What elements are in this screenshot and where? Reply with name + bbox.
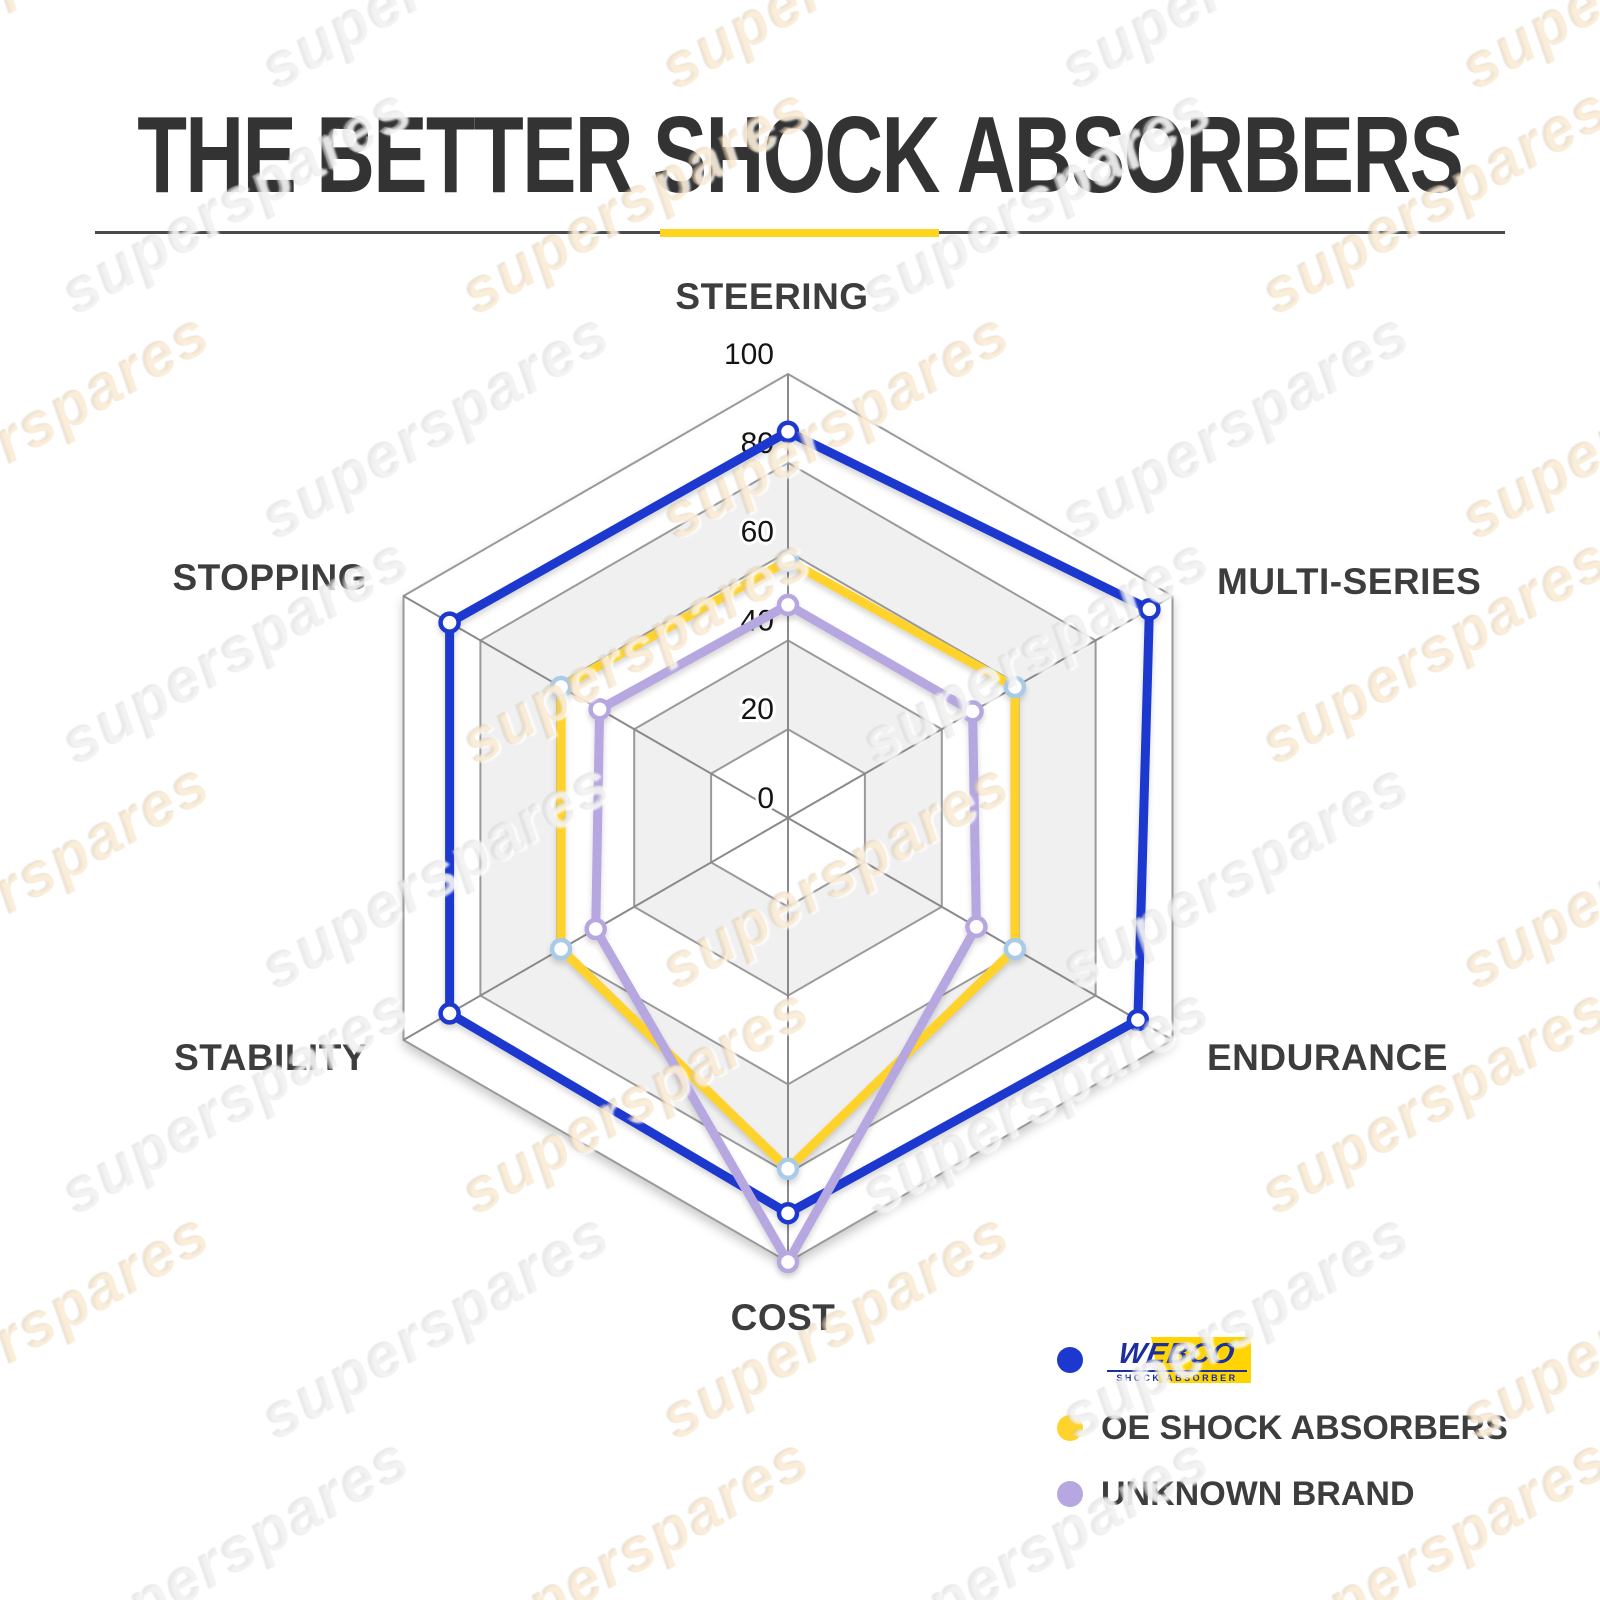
series-point-oe-shock-absorbers-steering	[776, 549, 800, 572]
tick-label-100: 100	[724, 338, 774, 371]
series-point-oe-shock-absorbers-cost	[776, 1157, 800, 1181]
webco-logo: WEBCO SHOCK ABSORBER	[1103, 1337, 1251, 1383]
series-point-webco-shock-absorber-steering	[776, 420, 800, 443]
page-title: THE BETTER SHOCK ABSORBERS	[137, 93, 1465, 216]
axis-label-stopping: STOPPING	[172, 557, 367, 598]
legend-dot-webco	[1057, 1347, 1083, 1373]
tick-label-20: 20	[741, 693, 774, 726]
tick-label-60: 60	[741, 516, 774, 549]
header: THE BETTER SHOCK ABSORBERS	[0, 98, 1600, 212]
legend-dot-unknown	[1057, 1481, 1083, 1507]
axis-label-cost: COST	[730, 1297, 836, 1338]
divider-line	[95, 228, 1505, 237]
legend-dot-oe	[1057, 1415, 1083, 1441]
webco-logo-word: WEBCO	[1115, 1338, 1238, 1370]
series-point-unknown-brand-multi-series	[961, 700, 984, 723]
legend-item-unknown: UNKNOWN BRAND	[1057, 1474, 1415, 1513]
legend-item-webco: WEBCO SHOCK ABSORBER	[1057, 1337, 1251, 1383]
legend-label-oe: OE SHOCK ABSORBERS	[1101, 1408, 1508, 1447]
series-point-webco-shock-absorber-multi-series	[1138, 598, 1161, 621]
axis-label-endurance: ENDURANCE	[1207, 1037, 1448, 1078]
series-point-oe-shock-absorbers-stability	[549, 937, 573, 961]
legend-label-unknown: UNKNOWN BRAND	[1101, 1474, 1415, 1513]
series-point-webco-shock-absorber-stability	[438, 1002, 461, 1025]
axis-label-multi-series: MULTI-SERIES	[1217, 561, 1482, 602]
radar-series	[438, 420, 1161, 1274]
series-point-unknown-brand-steering	[776, 593, 800, 617]
series-point-webco-shock-absorber-stopping	[438, 611, 461, 634]
series-point-unknown-brand-cost	[776, 1250, 800, 1274]
series-point-webco-shock-absorber-cost	[776, 1201, 800, 1225]
series-point-oe-shock-absorbers-stopping	[549, 675, 573, 699]
series-point-unknown-brand-stability	[584, 917, 607, 941]
tick-label-0: 0	[757, 782, 774, 815]
divider-accent	[660, 228, 939, 237]
series-point-oe-shock-absorbers-multi-series	[1003, 675, 1027, 699]
legend-item-oe: OE SHOCK ABSORBERS	[1057, 1408, 1508, 1447]
series-point-unknown-brand-stopping	[588, 697, 611, 721]
webco-logo-subtext: SHOCK ABSORBER	[1107, 1370, 1247, 1383]
series-point-unknown-brand-endurance	[965, 915, 988, 939]
radar-grid	[402, 372, 1174, 1264]
series-point-oe-shock-absorbers-endurance	[1003, 937, 1027, 961]
series-point-webco-shock-absorber-endurance	[1126, 1008, 1150, 1032]
axis-label-stability: STABILITY	[174, 1037, 367, 1078]
axis-label-steering: STEERING	[675, 276, 869, 317]
